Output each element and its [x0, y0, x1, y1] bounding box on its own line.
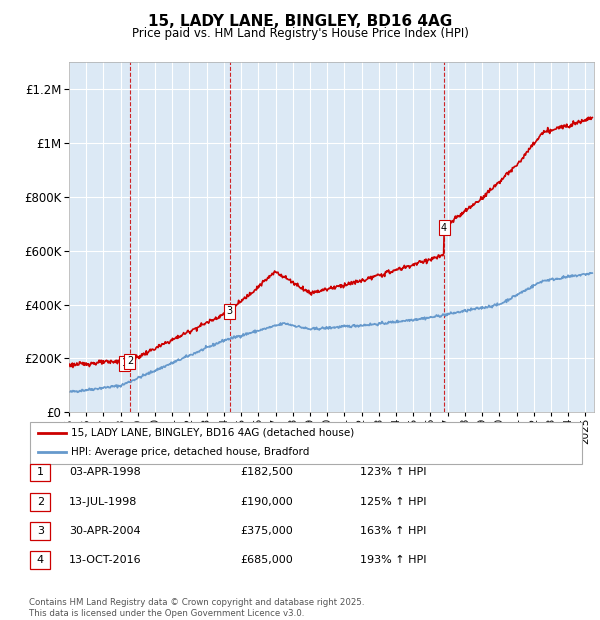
- Text: 4: 4: [441, 223, 447, 232]
- Text: 15, LADY LANE, BINGLEY, BD16 4AG: 15, LADY LANE, BINGLEY, BD16 4AG: [148, 14, 452, 29]
- Text: 3: 3: [37, 526, 44, 536]
- Text: 1: 1: [122, 358, 128, 368]
- Text: 4: 4: [37, 555, 44, 565]
- Text: 1: 1: [37, 467, 44, 477]
- Text: 125% ↑ HPI: 125% ↑ HPI: [360, 497, 427, 507]
- Text: 30-APR-2004: 30-APR-2004: [69, 526, 140, 536]
- Text: 13-JUL-1998: 13-JUL-1998: [69, 497, 137, 507]
- Text: 2: 2: [37, 497, 44, 507]
- Text: HPI: Average price, detached house, Bradford: HPI: Average price, detached house, Brad…: [71, 448, 310, 458]
- Text: £375,000: £375,000: [240, 526, 293, 536]
- Text: 193% ↑ HPI: 193% ↑ HPI: [360, 555, 427, 565]
- Text: £685,000: £685,000: [240, 555, 293, 565]
- Text: Price paid vs. HM Land Registry's House Price Index (HPI): Price paid vs. HM Land Registry's House …: [131, 27, 469, 40]
- Text: 2: 2: [127, 356, 133, 366]
- Text: 03-APR-1998: 03-APR-1998: [69, 467, 141, 477]
- Text: 15, LADY LANE, BINGLEY, BD16 4AG (detached house): 15, LADY LANE, BINGLEY, BD16 4AG (detach…: [71, 428, 355, 438]
- Text: 3: 3: [227, 306, 233, 316]
- Text: 123% ↑ HPI: 123% ↑ HPI: [360, 467, 427, 477]
- Text: 13-OCT-2016: 13-OCT-2016: [69, 555, 142, 565]
- Text: £182,500: £182,500: [240, 467, 293, 477]
- Text: 163% ↑ HPI: 163% ↑ HPI: [360, 526, 427, 536]
- Text: Contains HM Land Registry data © Crown copyright and database right 2025.
This d: Contains HM Land Registry data © Crown c…: [29, 598, 364, 618]
- Text: £190,000: £190,000: [240, 497, 293, 507]
